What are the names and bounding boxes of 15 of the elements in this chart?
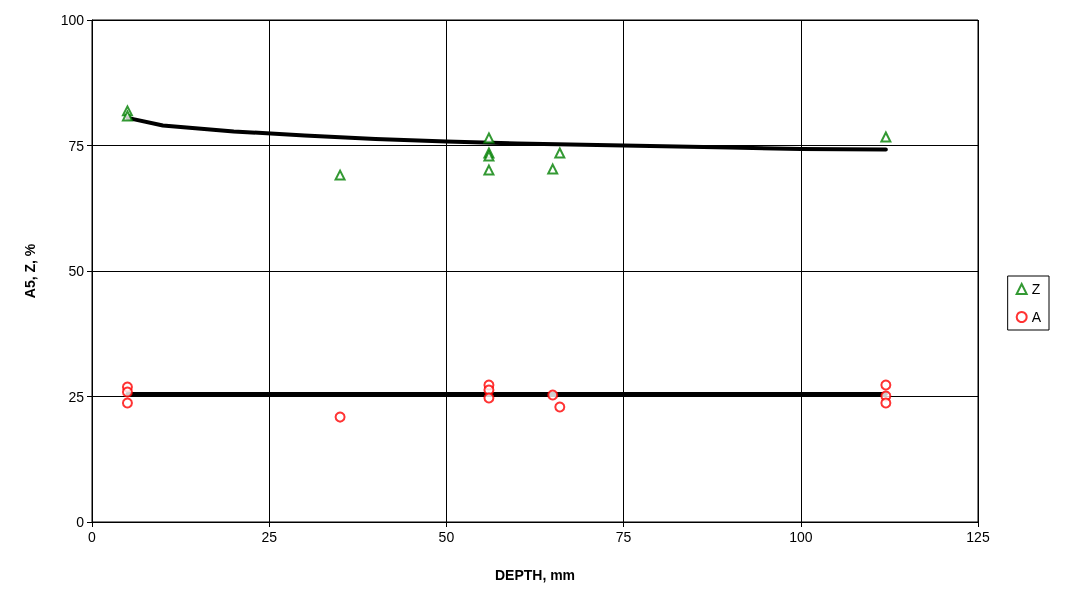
y-tick-label: 0 <box>76 514 85 530</box>
x-tick-label: 50 <box>438 529 455 545</box>
legend-label: Z <box>1031 281 1041 297</box>
y-tick-label: 50 <box>68 263 85 279</box>
y-tick-label: 75 <box>68 137 85 154</box>
legend-label: A <box>1031 309 1042 325</box>
y-axis-title: A5, Z, % <box>22 243 38 299</box>
x-tick-label: 25 <box>261 529 278 545</box>
x-tick-label: 0 <box>88 529 97 545</box>
x-tick-label: 125 <box>966 529 990 545</box>
x-axis-title: DEPTH, mm <box>494 567 576 583</box>
x-tick-label: 100 <box>789 529 813 545</box>
y-tick-label: 100 <box>60 12 85 28</box>
y-tick-label: 25 <box>68 388 85 405</box>
x-tick-label: 75 <box>615 529 632 545</box>
